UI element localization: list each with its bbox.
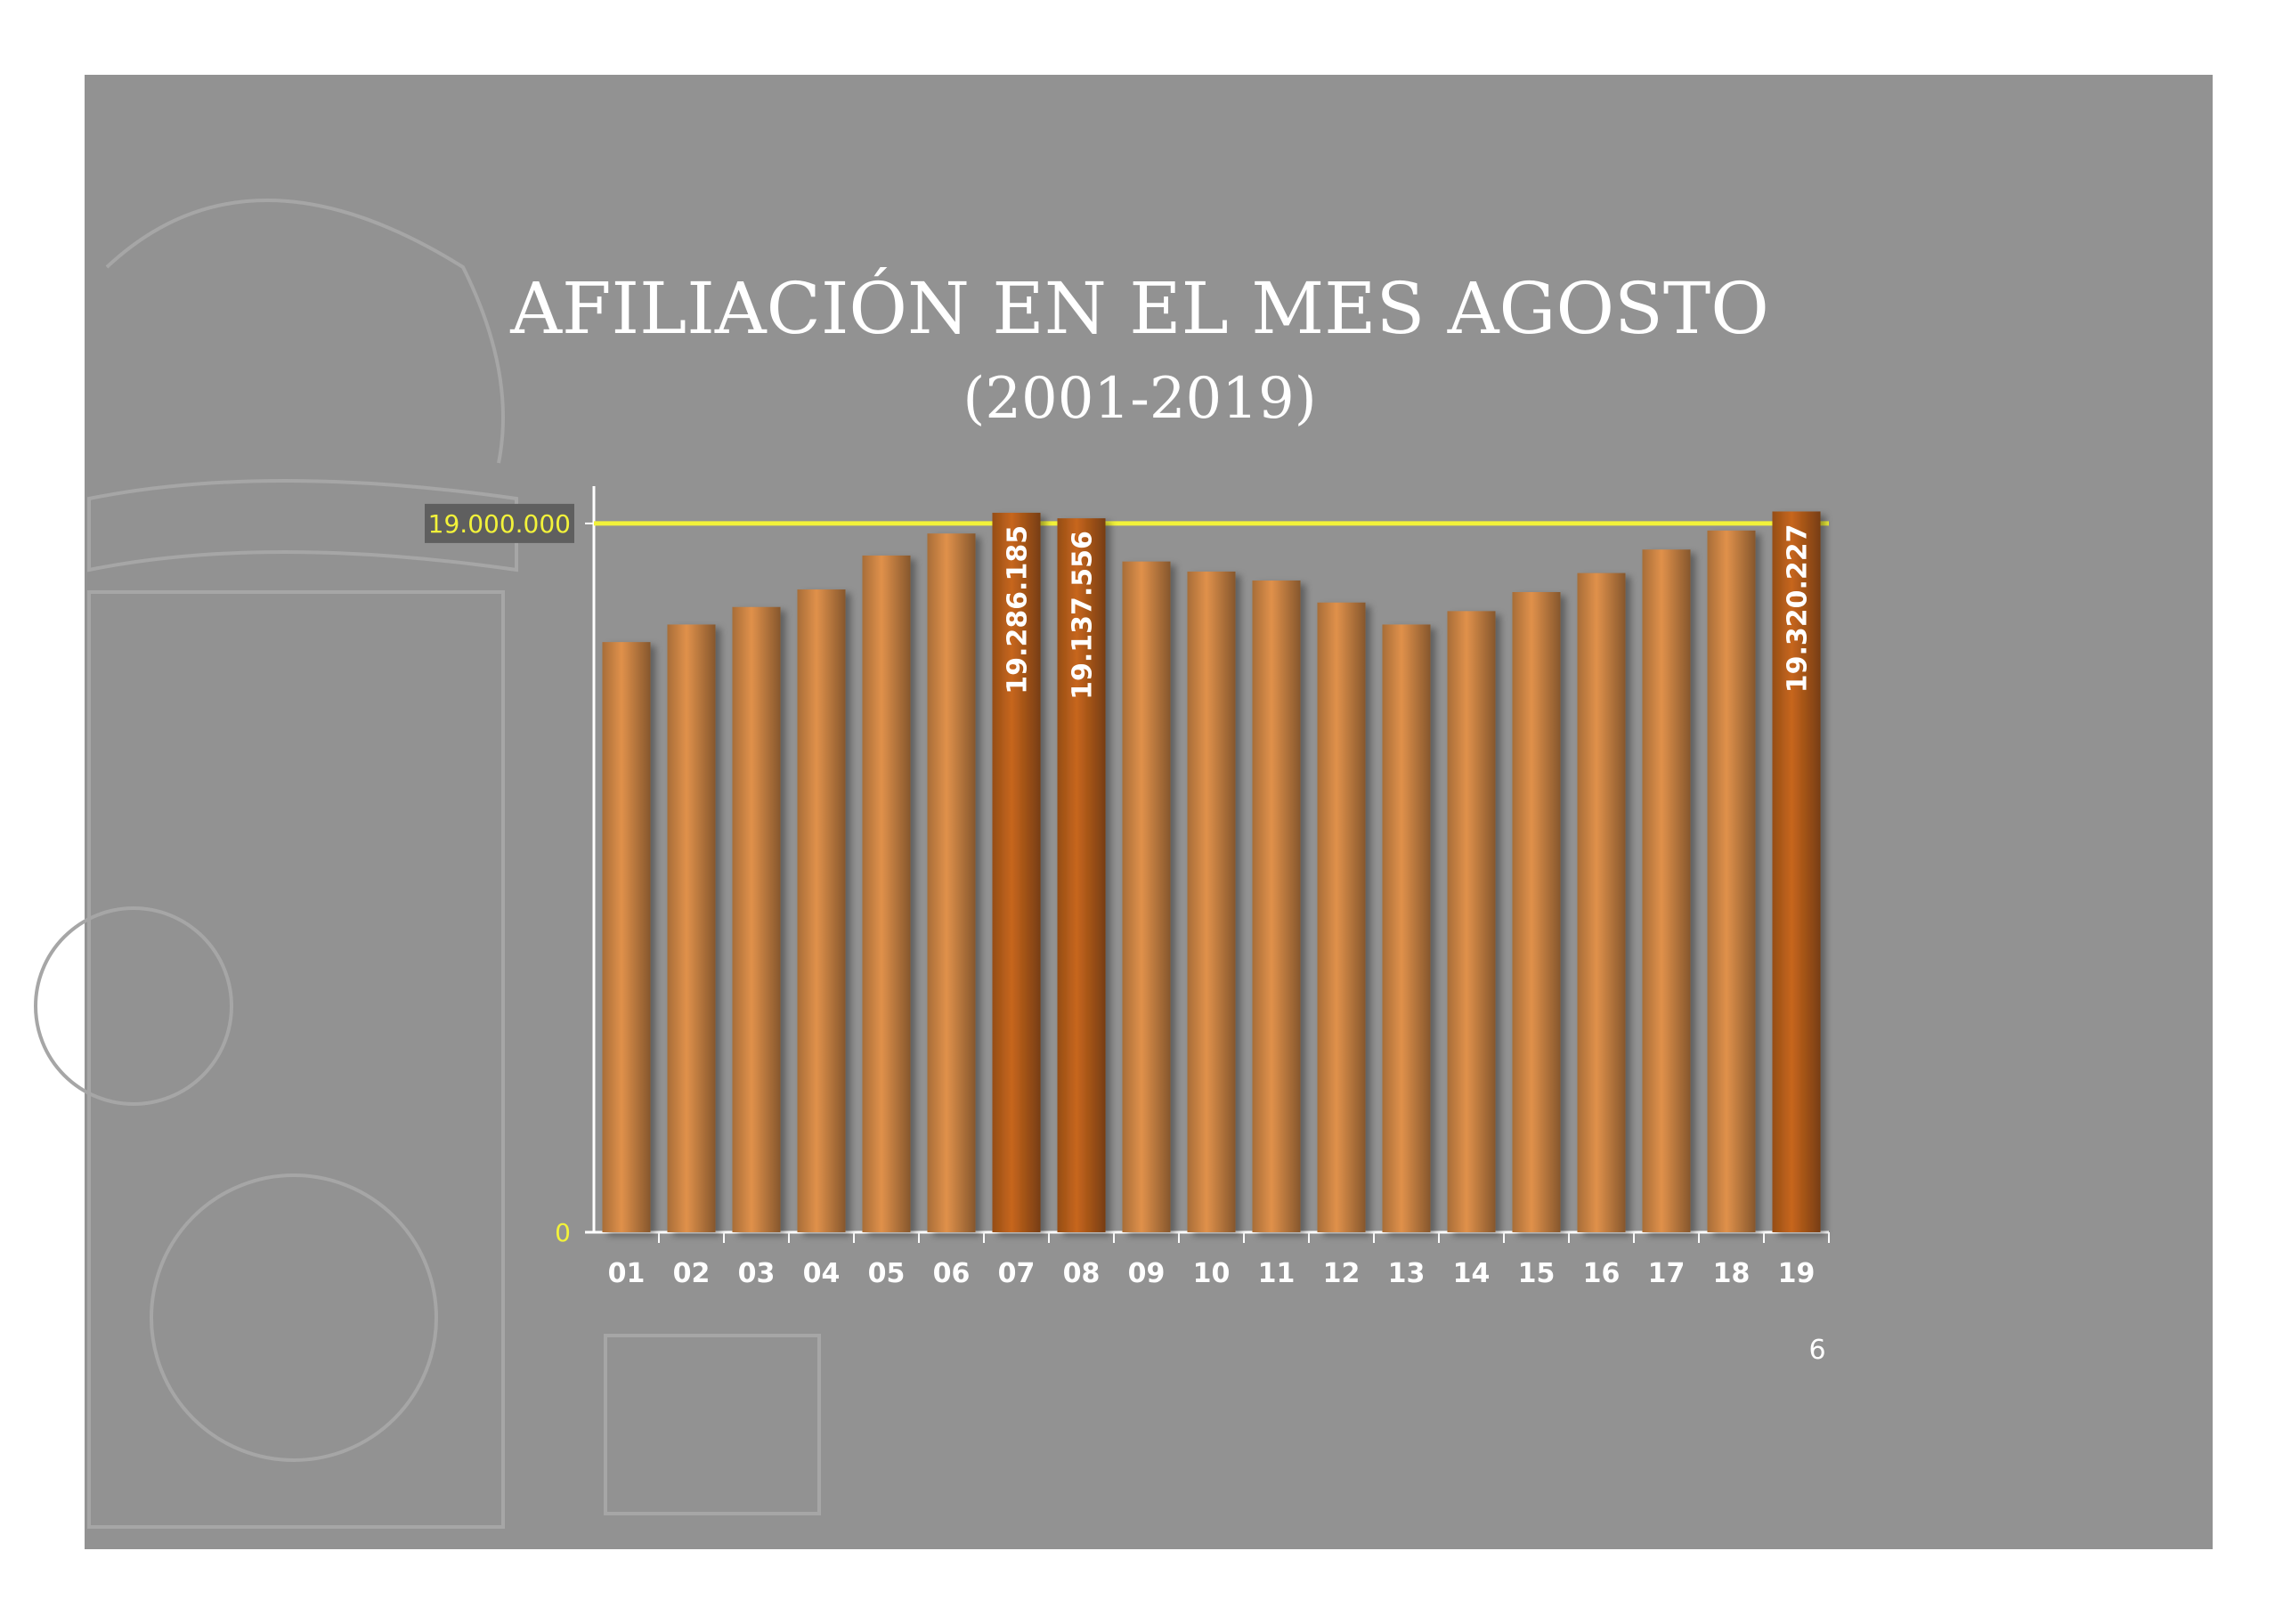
bar xyxy=(667,624,716,1232)
emblem xyxy=(34,199,821,1529)
x-tick-label: 10 xyxy=(1193,1258,1231,1289)
x-tick-label: 15 xyxy=(1518,1258,1556,1289)
bar xyxy=(1122,561,1171,1232)
value-label: 19.320.227 xyxy=(1783,524,1814,693)
x-tick-label: 05 xyxy=(868,1258,906,1289)
y-tick-label: 19.000.000 xyxy=(428,509,571,539)
bar xyxy=(1057,518,1106,1232)
bar xyxy=(797,589,846,1232)
bar xyxy=(1187,571,1236,1232)
bar xyxy=(732,606,781,1232)
bar xyxy=(862,555,911,1232)
x-tick-label: 19 xyxy=(1778,1258,1816,1289)
value-label: 19.286.185 xyxy=(1003,525,1034,694)
bar xyxy=(1512,591,1561,1232)
page-number: 6 xyxy=(1808,1335,1825,1366)
bar xyxy=(1707,530,1756,1232)
x-tick-label: 18 xyxy=(1713,1258,1751,1289)
x-tick-label: 12 xyxy=(1323,1258,1361,1289)
bar xyxy=(1382,624,1431,1232)
x-tick-label: 11 xyxy=(1258,1258,1296,1289)
chart-subtitle: (2001-2019) xyxy=(963,366,1316,432)
value-label: 19.137.556 xyxy=(1068,531,1099,700)
chart-title: AFILIACIÓN EN EL MES AGOSTO xyxy=(509,266,1769,350)
y-tick-label-bg xyxy=(425,503,574,543)
x-tick-label: 01 xyxy=(608,1258,646,1289)
x-tick-label: 13 xyxy=(1388,1258,1426,1289)
bar xyxy=(1252,581,1301,1232)
x-tick-label: 03 xyxy=(738,1258,776,1289)
x-tick-label: 04 xyxy=(803,1258,841,1289)
bar xyxy=(1317,602,1366,1232)
bar xyxy=(1577,572,1626,1232)
x-tick-label: 16 xyxy=(1583,1258,1621,1289)
x-tick-label: 09 xyxy=(1128,1258,1166,1289)
bar xyxy=(927,533,976,1232)
x-tick-label: 07 xyxy=(998,1258,1036,1289)
x-tick-label: 14 xyxy=(1453,1258,1491,1289)
x-tick-label: 02 xyxy=(673,1258,711,1289)
plot: 0 19.000.000 01 02 03 04 05 06 19.286.185 07 19.13… xyxy=(425,486,1830,1289)
bar xyxy=(1447,611,1496,1232)
x-tick-label: 08 xyxy=(1063,1258,1101,1289)
bar xyxy=(602,642,651,1232)
x-tick-label: 17 xyxy=(1648,1258,1686,1289)
x-tick-label: 06 xyxy=(933,1258,971,1289)
y-tick-label: 0 xyxy=(555,1218,571,1247)
bar xyxy=(1642,549,1691,1232)
bar xyxy=(1772,511,1821,1232)
bar xyxy=(992,512,1041,1232)
